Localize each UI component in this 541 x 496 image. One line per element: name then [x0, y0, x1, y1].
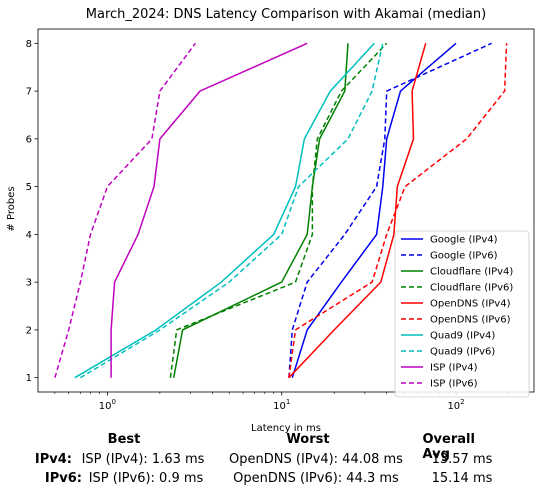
plot-area: 100 101 102 1 2 3 4 5 6 7 8: [26, 28, 535, 412]
y-tick-label: 7: [26, 87, 32, 98]
series-line: [80, 43, 384, 379]
x-tick-label: 102: [447, 398, 464, 412]
y-tick-label: 2: [26, 325, 32, 336]
summary-avg-value: 15.14 ms: [431, 471, 493, 486]
y-tick-label: 5: [26, 182, 32, 193]
summary-row-label: IPv4:: [34, 452, 72, 467]
legend-label: Quad9 (IPv4): [430, 331, 495, 342]
x-tick-label: 100: [99, 398, 116, 412]
series-line: [110, 42, 308, 378]
y-tick-label: 8: [26, 39, 32, 50]
series-line: [74, 42, 375, 379]
legend-label: Cloudflare (IPv6): [430, 283, 513, 294]
y-tick-label: 4: [26, 230, 32, 241]
series-line: [169, 42, 388, 378]
legend-label: Quad9 (IPv6): [430, 347, 495, 358]
legend-label: Google (IPv6): [430, 251, 498, 262]
legend-label: OpenDNS (IPv4): [430, 299, 511, 310]
series-line: [291, 42, 457, 378]
summary-header-avg: Overall Avg: [422, 432, 475, 462]
summary-best-value: ISP (IPv4): 1.63 ms: [81, 452, 205, 467]
legend-label: ISP (IPv4): [430, 363, 478, 374]
y-tick-label: 6: [26, 134, 32, 145]
series-line: [54, 42, 197, 378]
summary-best-value: ISP (IPv6): 0.9 ms: [88, 471, 204, 486]
series-line: [288, 43, 427, 379]
y-axis-label: # Probes: [6, 186, 17, 231]
summary-header-best: Best: [107, 432, 141, 447]
y-tick-label: 3: [26, 278, 32, 289]
chart-title: March_2024: DNS Latency Comparison with …: [86, 7, 486, 22]
legend-label: Google (IPv4): [430, 235, 498, 246]
series-line: [288, 43, 508, 378]
legend-label: ISP (IPv6): [430, 379, 478, 390]
summary-worst-value: OpenDNS (IPv4): 44.08 ms: [229, 452, 403, 467]
legend: Google (IPv4) Google (IPv6) Cloudflare (IP…: [394, 230, 530, 398]
legend-box: [394, 230, 530, 398]
legend-label: Cloudflare (IPv4): [430, 267, 513, 278]
y-tick-label: 1: [26, 373, 32, 384]
x-tick-label: 101: [273, 398, 290, 412]
summary-avg-value: 13.57 ms: [431, 452, 493, 467]
series-line: [172, 43, 349, 378]
summary-worst-value: OpenDNS (IPv6): 44.3 ms: [233, 471, 399, 486]
x-axis-label: Latency in ms: [251, 423, 321, 434]
legend-label: OpenDNS (IPv6): [430, 315, 511, 326]
plot-frame: [37, 28, 535, 393]
summary-row-label: IPv6:: [44, 471, 82, 486]
summary-header-worst: Worst: [286, 432, 330, 447]
series-line: [288, 42, 492, 378]
